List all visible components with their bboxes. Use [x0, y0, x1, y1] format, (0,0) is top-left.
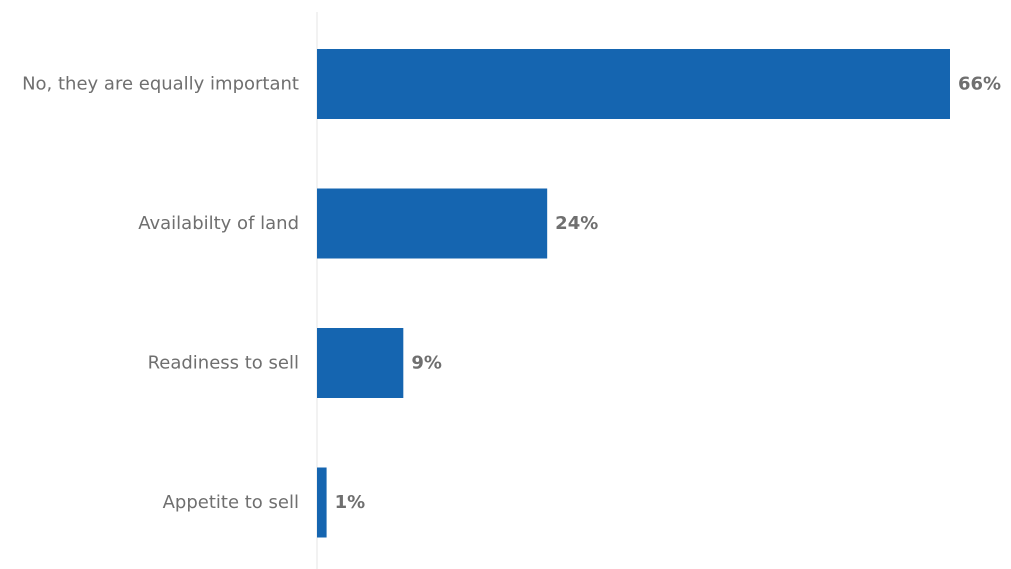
category-label: Readiness to sell [148, 353, 299, 374]
category-label: Availabilty of land [138, 213, 299, 234]
value-label: 1% [335, 492, 366, 513]
bar [317, 188, 548, 259]
category-label: No, they are equally important [22, 74, 299, 95]
category-label: Appetite to sell [163, 492, 299, 513]
bars-group [317, 49, 950, 538]
bar [317, 328, 404, 398]
value-label: 24% [555, 213, 598, 234]
value-label: 66% [958, 74, 1001, 95]
bar [317, 49, 950, 119]
bar [317, 467, 327, 538]
category-labels-group: No, they are equally important Availabilt… [22, 74, 299, 514]
value-labels-group: 66% 24% 9% 1% [335, 74, 1002, 514]
value-label: 9% [411, 353, 442, 374]
